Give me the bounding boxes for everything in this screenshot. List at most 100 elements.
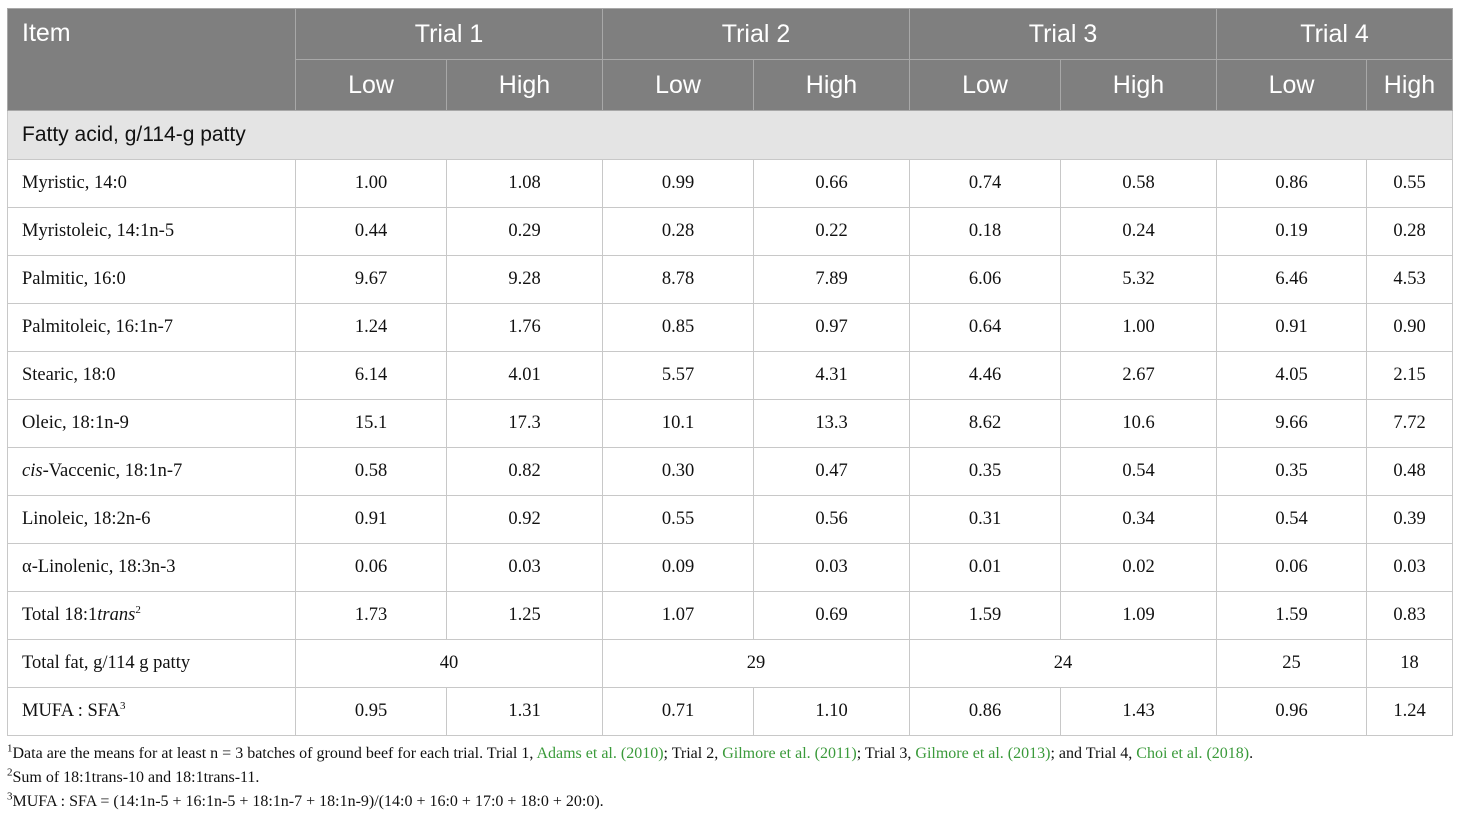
value-cell: 1.00	[1060, 303, 1217, 352]
section-group: Fatty acid, g/114-g patty	[7, 110, 1453, 160]
trial-3-high-header: High	[1060, 59, 1217, 111]
value-cell: 0.29	[446, 207, 603, 256]
value-cell: 0.64	[909, 303, 1061, 352]
value-cell: 0.01	[909, 543, 1061, 592]
row-label-text: Linoleic, 18:2n-6	[22, 509, 151, 529]
footnote-3-mark: 3	[7, 790, 13, 803]
row-label: Oleic, 18:1n-9	[7, 399, 296, 448]
trans-label-text: Total 18:1	[22, 605, 98, 625]
footnote-1-text-e: .	[1249, 745, 1254, 762]
value-cell: 0.54	[1216, 495, 1367, 544]
mufa-label-text: MUFA : SFA	[22, 701, 121, 721]
footnote-3: 3MUFA : SFA = (14:1n-5 + 16:1n-5 + 18:1n…	[7, 790, 1453, 814]
total-fat-trial-3: 24	[909, 639, 1217, 688]
value-cell: 0.95	[295, 687, 447, 736]
value-cell: 4.05	[1216, 351, 1367, 400]
value-cell: 0.06	[295, 543, 447, 592]
total-fat-trial-1: 40	[295, 639, 603, 688]
value-cell: 0.44	[295, 207, 447, 256]
value-cell: 1.00	[295, 159, 447, 208]
row-label: Palmitic, 16:0	[7, 255, 296, 304]
value-cell: 0.82	[446, 447, 603, 496]
row-label: MUFA : SFA3	[7, 687, 296, 736]
reference-link-gilmore-2013[interactable]: Gilmore et al. (2013)	[915, 745, 1051, 762]
value-cell: 9.28	[446, 255, 603, 304]
value-cell: 0.58	[1060, 159, 1217, 208]
value-cell: 15.1	[295, 399, 447, 448]
trial-2-low-header: Low	[602, 59, 754, 111]
row-label-text: Palmitoleic, 16:1n-7	[22, 317, 174, 337]
value-cell: 8.62	[909, 399, 1061, 448]
table-body: Myristic, 14:0 1.00 1.08 0.99 0.66 0.74 0.58 0.…	[7, 159, 1453, 736]
row-label: Total 18:1trans2	[7, 591, 296, 640]
value-cell: 1.59	[1216, 591, 1367, 640]
value-cell: 0.91	[295, 495, 447, 544]
value-cell: 2.15	[1366, 351, 1453, 400]
value-cell: 6.06	[909, 255, 1061, 304]
table-footnotes: 1Data are the means for at least n = 3 b…	[7, 742, 1453, 814]
value-cell: 0.03	[753, 543, 910, 592]
value-cell: 0.48	[1366, 447, 1453, 496]
row-label: Total fat, g/114 g patty	[7, 639, 296, 688]
table-row: Myristoleic, 14:1n-5 0.44 0.29 0.28 0.22 0.18…	[7, 207, 1453, 256]
row-label-text: Myristic, 14:0	[22, 173, 127, 193]
value-cell: 4.01	[446, 351, 603, 400]
value-cell: 0.85	[602, 303, 754, 352]
value-cell: 1.07	[602, 591, 754, 640]
value-cell: 0.96	[1216, 687, 1367, 736]
value-cell: 9.66	[1216, 399, 1367, 448]
value-cell: 8.78	[602, 255, 754, 304]
value-cell: 0.74	[909, 159, 1061, 208]
value-cell: 0.56	[753, 495, 910, 544]
table-header: Item Trial 1 Trial 2 Trial 3 Trial 4 Low…	[7, 8, 1453, 111]
value-cell: 0.83	[1366, 591, 1453, 640]
value-cell: 1.08	[446, 159, 603, 208]
footnote-2-text: Sum of 18:1trans-10 and 18:1trans-11.	[12, 769, 260, 786]
row-label-text: Palmitic, 16:0	[22, 269, 126, 289]
table-row-total-fat: Total fat, g/114 g patty 40 29 24 25 18	[7, 639, 1453, 688]
value-cell: 0.28	[1366, 207, 1453, 256]
value-cell: 0.55	[602, 495, 754, 544]
value-cell: 0.39	[1366, 495, 1453, 544]
value-cell: 0.03	[1366, 543, 1453, 592]
table-row: Myristic, 14:0 1.00 1.08 0.99 0.66 0.74 0.58 0.…	[7, 159, 1453, 208]
value-cell: 13.3	[753, 399, 910, 448]
value-cell: 1.24	[1366, 687, 1453, 736]
item-header: Item	[7, 8, 296, 111]
value-cell: 0.86	[1216, 159, 1367, 208]
reference-link-adams-2010[interactable]: Adams et al. (2010)	[536, 745, 664, 762]
row-label-text: Oleic, 18:1n-9	[22, 413, 129, 433]
table-row-trans: Total 18:1trans2 1.73 1.25 1.07 0.69 1.5…	[7, 591, 1453, 640]
total-fat-trial-4-low: 25	[1216, 639, 1367, 688]
table-container: Item Trial 1 Trial 2 Trial 3 Trial 4 Low…	[7, 8, 1453, 814]
footnote-1: 1Data are the means for at least n = 3 b…	[7, 742, 1453, 766]
table-row: Palmitic, 16:0 9.67 9.28 8.78 7.89 6.06 5.32 6.…	[7, 255, 1453, 304]
value-cell: 0.47	[753, 447, 910, 496]
value-cell: 0.54	[1060, 447, 1217, 496]
value-cell: 0.35	[1216, 447, 1367, 496]
footnote-1-mark: 1	[7, 742, 13, 755]
value-cell: 0.97	[753, 303, 910, 352]
row-label: Myristic, 14:0	[7, 159, 296, 208]
trial-2-high-header: High	[753, 59, 910, 111]
value-cell: 0.71	[602, 687, 754, 736]
table-row: Oleic, 18:1n-9 15.1 17.3 10.1 13.3 8.62 10.6 9.…	[7, 399, 1453, 448]
row-label: Stearic, 18:0	[7, 351, 296, 400]
value-cell: 0.02	[1060, 543, 1217, 592]
value-cell: 0.22	[753, 207, 910, 256]
reference-link-choi-2018[interactable]: Choi et al. (2018)	[1136, 745, 1250, 762]
value-cell: 4.31	[753, 351, 910, 400]
value-cell: 0.86	[909, 687, 1061, 736]
value-cell: 1.73	[295, 591, 447, 640]
footnote-1-text-b: ; Trial 2,	[663, 745, 723, 762]
value-cell: 1.59	[909, 591, 1061, 640]
reference-link-gilmore-2011[interactable]: Gilmore et al. (2011)	[722, 745, 857, 762]
value-cell: 5.32	[1060, 255, 1217, 304]
value-cell: 0.30	[602, 447, 754, 496]
value-cell: 0.09	[602, 543, 754, 592]
row-label-text: -Vaccenic, 18:1n-7	[42, 461, 183, 481]
value-cell: 1.76	[446, 303, 603, 352]
footnote-mark-3: 3	[120, 699, 126, 712]
value-cell: 10.6	[1060, 399, 1217, 448]
value-cell: 1.25	[446, 591, 603, 640]
